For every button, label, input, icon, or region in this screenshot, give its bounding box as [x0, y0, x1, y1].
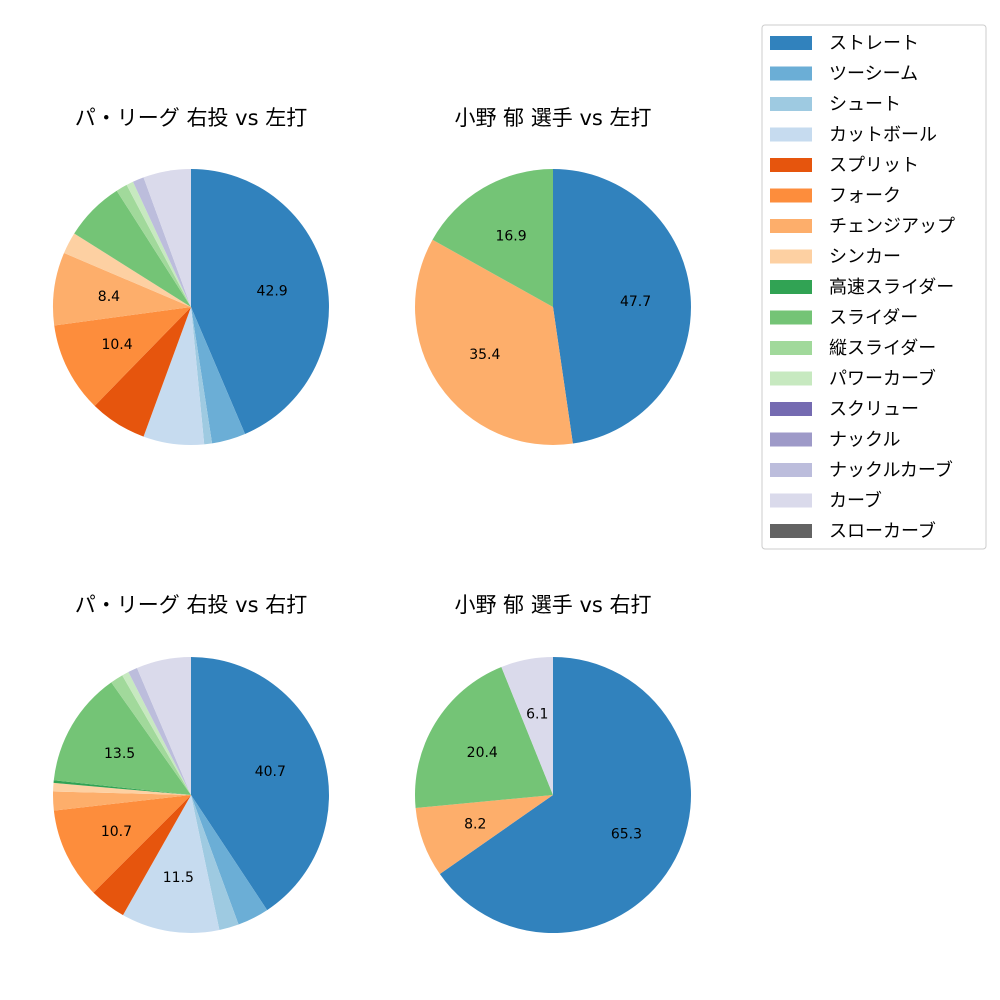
slice-value-label: 40.7 [255, 764, 286, 780]
legend-label: カーブ [829, 490, 882, 512]
legend-swatch [770, 341, 812, 355]
legend-swatch [770, 127, 812, 142]
pie-slice [64, 233, 191, 307]
pie-slice [415, 795, 553, 874]
legend-swatch [770, 371, 812, 386]
slice-value-label: 10.7 [101, 824, 132, 840]
pie-slice [111, 675, 191, 795]
chart-title-1: パ・リーグ 右投 vs 左打 [75, 106, 307, 130]
pie-slice [53, 782, 191, 795]
pie-slice [54, 307, 191, 406]
slice-value-label: 8.2 [464, 817, 486, 833]
legend-swatch [770, 219, 812, 233]
legend-label: カットボール [829, 125, 937, 146]
pie-slice [93, 795, 191, 916]
slice-value-label: 11.5 [163, 870, 194, 886]
legend-label: ナックルカーブ [829, 459, 953, 481]
pie-slice [191, 169, 329, 434]
legend-swatch [770, 463, 812, 477]
slice-value-label: 42.9 [257, 283, 288, 299]
pie-slice [191, 795, 268, 925]
legend-label: スプリット [829, 155, 919, 176]
legend-label: スクリュー [829, 399, 919, 420]
pie-slice [123, 795, 220, 933]
pie-slice [191, 657, 329, 911]
legend-swatch [770, 249, 812, 264]
legend-label: 高速スライダー [829, 277, 954, 298]
pie-slice [128, 668, 191, 795]
pie-slice [439, 657, 692, 933]
pie-slice [501, 657, 553, 795]
pie-slice [53, 780, 191, 795]
pie-slice [191, 307, 246, 444]
pie-slice [143, 169, 191, 307]
pie-slice [74, 190, 191, 307]
pie-chart-4: 65.3 8.2 20.4 6.1 [414, 657, 692, 933]
pie-chart-2: 47.7 35.4 16.9 [415, 169, 691, 445]
pie-slice [53, 682, 191, 795]
legend-swatch [770, 493, 812, 508]
pie-slice [122, 672, 191, 795]
legend-swatch [770, 158, 812, 172]
legend-swatch [770, 66, 812, 81]
legend-label: フォーク [829, 186, 901, 207]
slice-value-label: 6.1 [526, 707, 548, 723]
legend: ストレートツーシームシュートカットボールスプリットフォークチェンジアップシンカー… [761, 24, 987, 550]
legend-swatch [770, 432, 812, 447]
legend-label: スローカーブ [829, 520, 936, 542]
pie-slice [415, 239, 573, 445]
legend-swatch [770, 97, 812, 111]
slice-value-label: 35.4 [469, 347, 500, 363]
chart-title-2: 小野 郁 選手 vs 左打 [454, 106, 651, 130]
pie-chart-1: 42.9 10.4 8.4 [53, 169, 329, 446]
legend-swatch [770, 402, 812, 416]
pie-slice [432, 169, 553, 307]
pie-slice [94, 307, 191, 437]
slice-value-label: 13.5 [104, 746, 135, 762]
legend-label: スライダー [829, 308, 918, 329]
slice-value-label: 8.4 [98, 289, 120, 305]
slice-value-label: 65.3 [611, 826, 642, 842]
legend-label: 縦スライダー [829, 338, 936, 359]
legend-swatch [770, 36, 812, 50]
slice-value-label: 10.4 [101, 337, 132, 353]
chart-title-4: 小野 郁 選手 vs 右打 [454, 593, 651, 617]
legend-frame [761, 24, 987, 550]
legend-swatch [770, 188, 812, 203]
pie-slice [136, 657, 191, 795]
legend-label: チェンジアップ [829, 216, 955, 237]
legend-swatch [770, 524, 812, 538]
pie-chart-3: 40.7 11.5 10.7 13.5 [52, 657, 329, 933]
slice-value-label: 16.9 [495, 229, 526, 245]
pie-slice [191, 795, 239, 931]
legend-label: ストレート [829, 33, 919, 54]
pie-slice [132, 177, 191, 307]
legend-label: シュート [829, 94, 901, 115]
legend-label: ナックル [829, 430, 900, 451]
legend-label: シンカー [829, 247, 901, 268]
legend-label: パワーカーブ [829, 368, 936, 390]
pie-slice [53, 252, 192, 326]
legend-label: ツーシーム [829, 64, 918, 85]
pie-slice [414, 667, 553, 808]
legend-swatch [770, 280, 812, 294]
pie-slice [553, 169, 691, 444]
slice-value-label: 20.4 [467, 745, 498, 761]
pie-slice [52, 791, 192, 811]
pie-slice [53, 795, 191, 893]
pie-slice [116, 184, 191, 307]
pie-slice [191, 307, 213, 445]
pie-slice [126, 181, 191, 307]
legend-swatch [770, 310, 812, 325]
chart-title-3: パ・リーグ 右投 vs 右打 [75, 593, 307, 617]
slice-value-label: 47.7 [620, 294, 651, 310]
pie-slice [143, 307, 205, 446]
